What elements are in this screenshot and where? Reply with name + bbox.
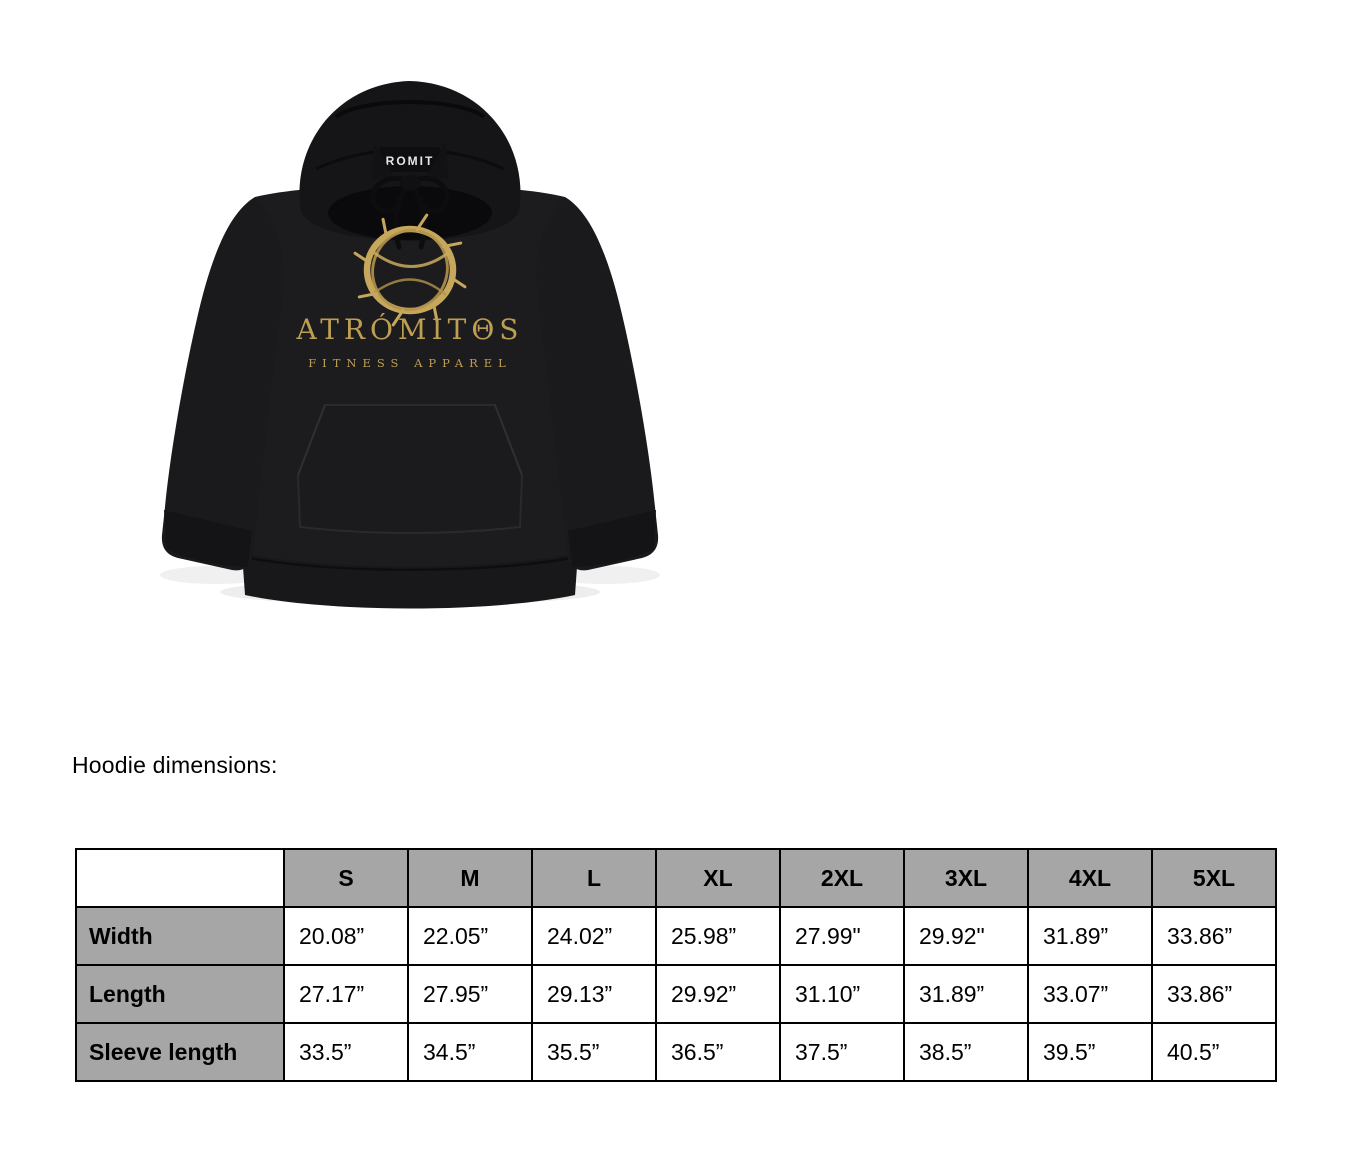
sleeve-l: 35.5” (531, 1022, 657, 1082)
table-header-row: S M L XL 2XL 3XL 4XL 5XL (75, 848, 1277, 908)
row-label-length: Length (75, 964, 285, 1024)
table-row-length: Length 27.17” 27.95” 29.13” 29.92” 31.10… (75, 964, 1277, 1024)
col-header-xl: XL (655, 848, 781, 908)
hood-fold-over-tag-right (426, 141, 448, 179)
length-m: 27.95” (407, 964, 533, 1024)
dimensions-heading: Hoodie dimensions: (72, 752, 278, 778)
length-3xl: 31.89” (903, 964, 1029, 1024)
row-label-sleeve-length: Sleeve length (75, 1022, 285, 1082)
hoodie-sleeve-right (536, 197, 659, 571)
length-s: 27.17” (283, 964, 409, 1024)
hoodie-sleeve-left (161, 197, 284, 571)
hoodie-shadow-cuff-left (160, 566, 270, 584)
length-5xl: 33.86” (1151, 964, 1277, 1024)
col-header-3xl: 3XL (903, 848, 1029, 908)
table-row-width: Width 20.08” 22.05” 24.02” 25.98” 27.99"… (75, 906, 1277, 966)
width-3xl: 29.92" (903, 906, 1029, 966)
width-m: 22.05” (407, 906, 533, 966)
sleeve-xl: 36.5” (655, 1022, 781, 1082)
table-row-sleeve-length: Sleeve length 33.5” 34.5” 35.5” 36.5” 37… (75, 1022, 1277, 1082)
hoodie-neck-opening-shadow (328, 186, 492, 240)
width-4xl: 31.89” (1027, 906, 1153, 966)
row-label-width: Width (75, 906, 285, 966)
logo-wordmark: ATRÓMITΘS (296, 312, 524, 346)
hoodie-graphic: ROMIT (160, 81, 660, 609)
length-4xl: 33.07” (1027, 964, 1153, 1024)
col-header-2xl: 2XL (779, 848, 905, 908)
sleeve-s: 33.5” (283, 1022, 409, 1082)
product-photo-hoodie: ROMIT (120, 55, 700, 615)
sleeve-4xl: 39.5” (1027, 1022, 1153, 1082)
sleeve-m: 34.5” (407, 1022, 533, 1082)
hoodie-hood-fold-top (334, 100, 486, 119)
col-header-5xl: 5XL (1151, 848, 1277, 908)
sleeve-3xl: 38.5” (903, 1022, 1029, 1082)
size-dimensions-table: S M L XL 2XL 3XL 4XL 5XL Width 20.08” 22… (75, 848, 1277, 1082)
width-xl: 25.98” (655, 906, 781, 966)
hoodie-hem-seam (243, 555, 577, 571)
hoodie-cuff-right (568, 510, 656, 567)
neck-tag (380, 147, 440, 172)
width-s: 20.08” (283, 906, 409, 966)
col-header-s: S (283, 848, 409, 908)
width-2xl: 27.99" (779, 906, 905, 966)
hoodie-pocket-seam-right (494, 404, 523, 476)
hood-fold-over-tag-left (372, 141, 394, 179)
col-header-4xl: 4XL (1027, 848, 1153, 908)
col-header-l: L (531, 848, 657, 908)
thorn-spikes (353, 213, 467, 327)
width-5xl: 33.86” (1151, 906, 1277, 966)
table-corner-cell (75, 848, 285, 908)
hoodie-pocket-seam-left (297, 404, 326, 476)
sleeve-5xl: 40.5” (1151, 1022, 1277, 1082)
col-header-m: M (407, 848, 533, 908)
length-l: 29.13” (531, 964, 657, 1024)
hoodie-cuff-left (164, 510, 252, 567)
logo-crown-of-thorns (353, 213, 467, 327)
drawstring-knot (400, 175, 420, 191)
length-2xl: 31.10” (779, 964, 905, 1024)
logo-tagline: FITNESS APPAREL (308, 356, 512, 370)
neck-tag-text: ROMIT (386, 154, 435, 168)
width-l: 24.02” (531, 906, 657, 966)
drawstring-bow (370, 175, 450, 250)
hoodie-pocket (296, 404, 524, 534)
hoodie-shadow-cuff-right (550, 566, 660, 584)
length-xl: 29.92” (655, 964, 781, 1024)
sleeve-2xl: 37.5” (779, 1022, 905, 1082)
